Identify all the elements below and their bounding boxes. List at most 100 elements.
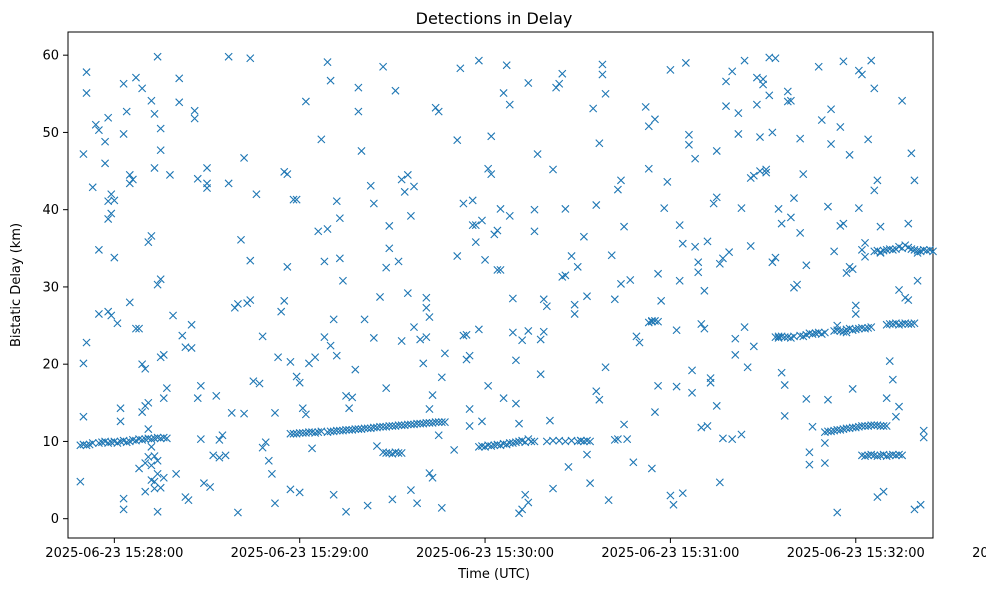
data-point [706, 378, 715, 387]
data-point [786, 213, 795, 222]
data-point [814, 62, 823, 71]
data-point [759, 75, 768, 84]
data-point [613, 185, 622, 194]
data-point [437, 373, 446, 382]
data-point [199, 479, 208, 488]
data-point [329, 490, 338, 499]
data-point [301, 410, 310, 419]
data-point [771, 54, 780, 63]
y-tick-label: 30 [42, 280, 59, 295]
data-point [848, 265, 857, 274]
y-tick-label: 50 [42, 126, 59, 141]
data-point [851, 309, 860, 318]
data-point [406, 211, 415, 220]
data-point [530, 437, 539, 446]
data-point [335, 214, 344, 223]
data-point [397, 175, 406, 184]
data-point [789, 194, 798, 203]
data-point [802, 394, 811, 403]
data-point [873, 176, 882, 185]
data-point [385, 221, 394, 230]
data-point [870, 186, 879, 195]
data-point [434, 107, 443, 116]
x-tick-label: 2025-06-23 15:32:00 [787, 546, 925, 561]
data-point [122, 107, 131, 116]
data-point [718, 434, 727, 443]
data-point [138, 84, 147, 93]
data-point [147, 231, 156, 240]
data-point [688, 388, 697, 397]
data-point [125, 170, 134, 179]
data-point [434, 418, 443, 427]
x-tick-label: 2025-06-23 15:28:00 [45, 546, 183, 561]
data-point [583, 450, 591, 459]
data-point [422, 333, 431, 342]
data-point [499, 394, 508, 403]
data-point [484, 441, 493, 450]
y-tick-label: 40 [42, 203, 59, 218]
data-point [474, 442, 483, 451]
data-point [104, 438, 113, 447]
data-point [827, 427, 836, 436]
data-point [783, 87, 792, 96]
data-point [879, 246, 888, 255]
data-point [410, 182, 418, 191]
data-point [851, 301, 860, 310]
data-point [524, 78, 533, 87]
data-point [752, 100, 761, 109]
data-point [885, 357, 894, 366]
data-point [422, 293, 431, 302]
data-point [496, 204, 505, 213]
data-point [141, 459, 150, 468]
data-point [678, 239, 687, 248]
data-point [657, 296, 666, 305]
data-point [888, 245, 897, 254]
data-point [712, 146, 721, 155]
y-axis: 0 10 20 30 40 50 60 [42, 49, 68, 527]
data-point [549, 484, 558, 493]
data-point [888, 375, 897, 384]
data-point [919, 433, 928, 442]
data-point [861, 252, 870, 261]
data-point [647, 464, 656, 473]
data-point [465, 351, 474, 360]
data-point [672, 326, 681, 335]
data-point [369, 199, 378, 208]
y-tick-label: 20 [42, 358, 59, 373]
data-point [295, 378, 304, 387]
data-point [857, 70, 866, 79]
y-tick-label: 60 [42, 49, 59, 64]
data-point [329, 315, 338, 324]
data-point [654, 381, 663, 390]
data-point [107, 311, 116, 320]
data-point [206, 483, 215, 492]
data-point [94, 245, 103, 254]
data-point [487, 132, 496, 141]
data-point [94, 309, 103, 318]
data-point [459, 199, 468, 208]
data-point [857, 421, 866, 430]
data-point [768, 258, 777, 267]
data-point [196, 435, 205, 444]
data-point [715, 478, 724, 487]
data-point [644, 122, 653, 131]
data-point [654, 269, 663, 278]
data-point [561, 271, 570, 280]
data-point [116, 404, 125, 413]
data-point [144, 398, 153, 407]
data-point [474, 56, 483, 65]
data-point [511, 438, 520, 447]
data-point [910, 245, 919, 254]
data-point [147, 435, 156, 444]
data-point [116, 417, 125, 426]
data-point [240, 153, 249, 162]
y-tick-label: 0 [51, 512, 59, 527]
data-point [827, 105, 836, 114]
data-point [796, 134, 805, 143]
data-point [802, 261, 811, 270]
data-point [511, 356, 520, 365]
data-point [703, 237, 712, 246]
data-point [326, 341, 335, 350]
data-point [203, 184, 212, 193]
